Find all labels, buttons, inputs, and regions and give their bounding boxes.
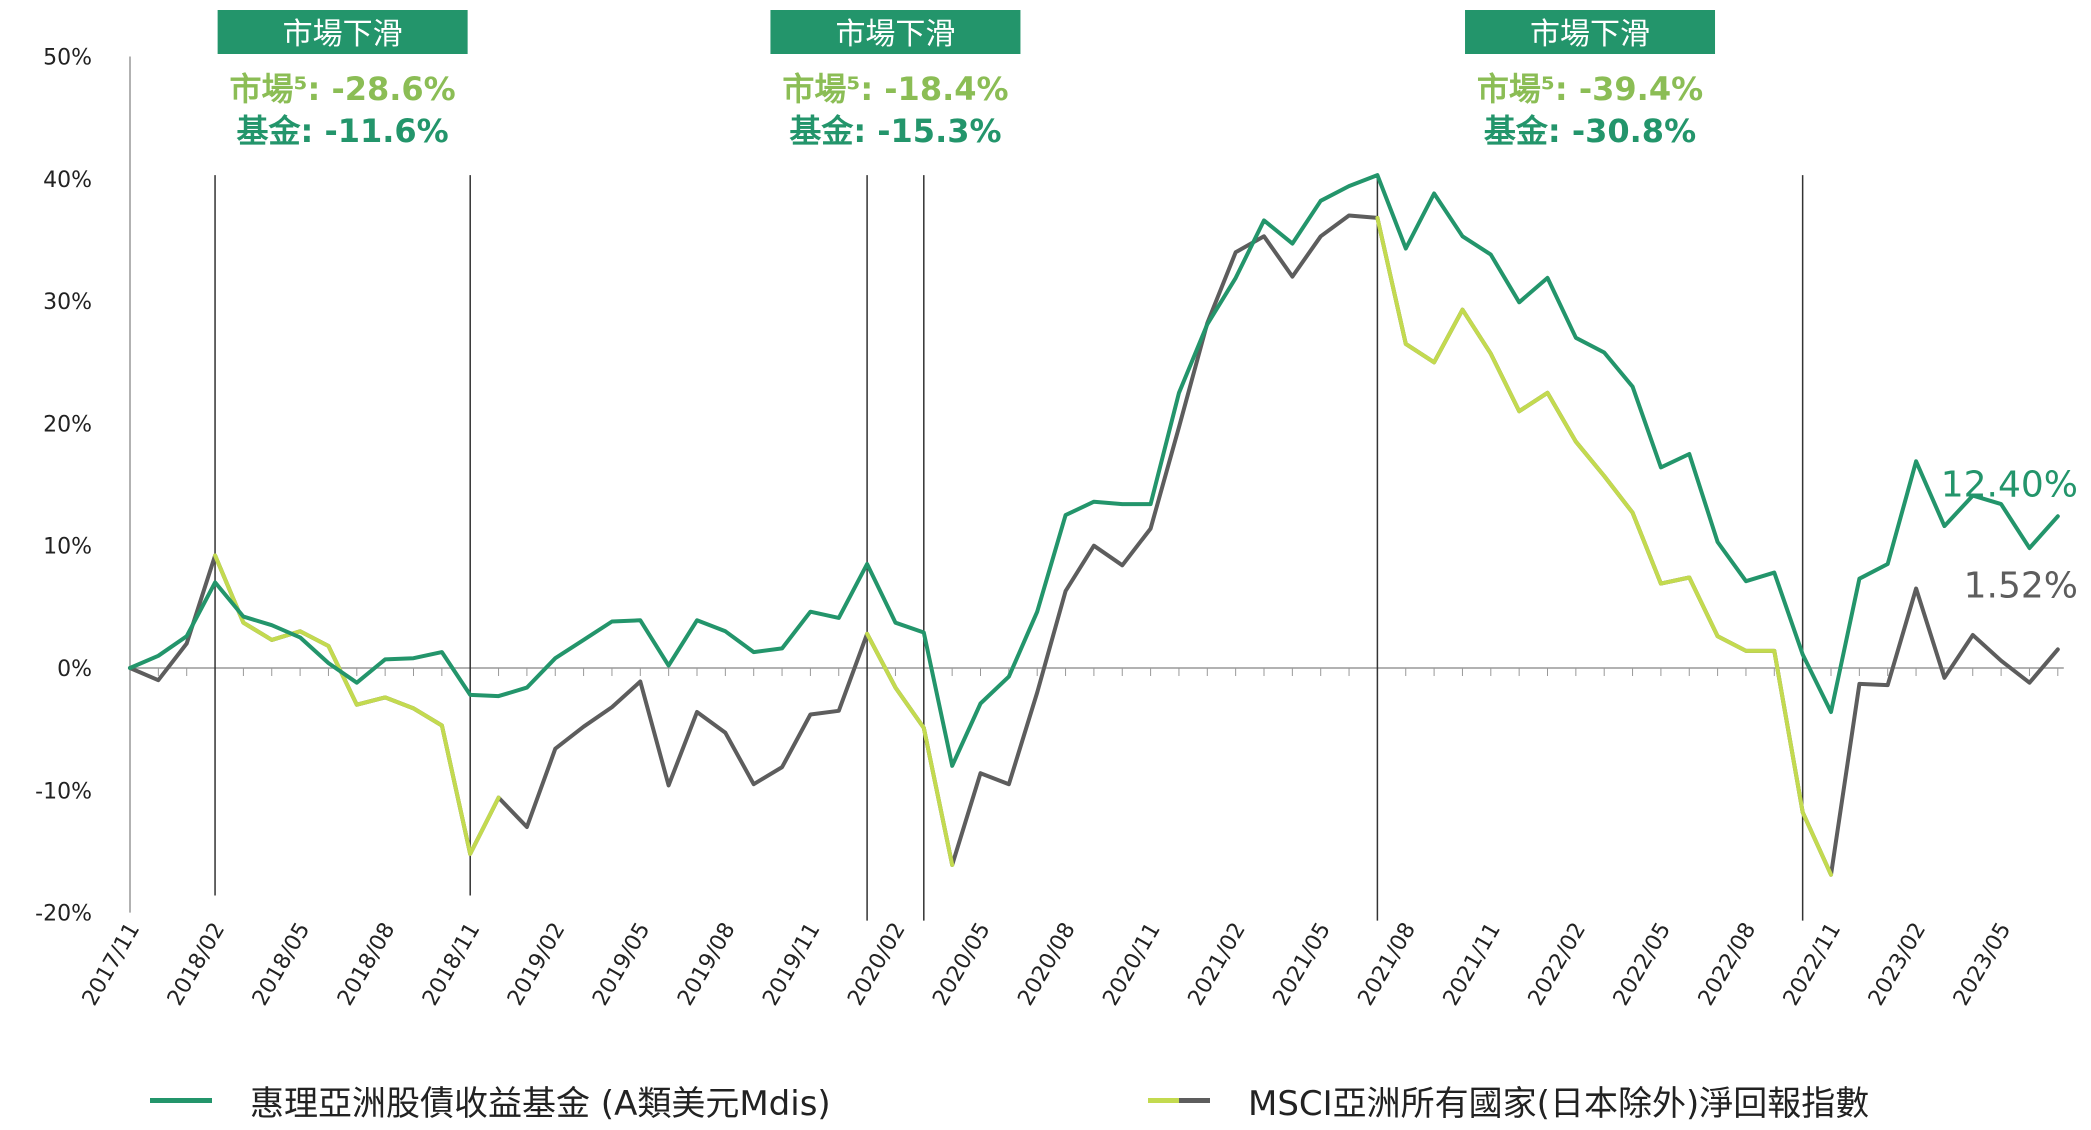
drawdown-title-box: [770, 10, 1021, 54]
drawdown-market-return: 市場⁵: -39.4%: [1477, 70, 1703, 108]
drawdown-title: 市場下滑: [835, 17, 955, 52]
series-line-index: [865, 631, 955, 867]
x-tick-label: 2022/11: [1779, 919, 1846, 1011]
x-tick-label: 2019/02: [503, 919, 570, 1011]
series-line-index: [213, 553, 501, 856]
y-tick-label: 20%: [43, 412, 92, 437]
drawdown-fund-return: 基金: -11.6%: [237, 112, 449, 150]
legend-label-index: MSCI亞洲所有國家(日本除外)淨回報指數: [1248, 1083, 1870, 1124]
drawdown-line-chart: 50% 40% 30% 20% 10% 0% -10% -20%2017/11 2018/02 2…: [35, 10, 2078, 1011]
x-tick-label: 2022/02: [1524, 919, 1591, 1011]
x-tick-label: 2020/08: [1013, 919, 1080, 1011]
legend-swatch-index: [1148, 1097, 1210, 1103]
x-tick-label: 2019/05: [588, 919, 655, 1011]
y-tick-label: -10%: [35, 779, 92, 804]
x-tick-label: 2021/08: [1354, 919, 1421, 1011]
drawdown-market-return: 市場⁵: -28.6%: [229, 70, 455, 108]
x-tick-label: 2018/08: [333, 919, 400, 1011]
legend-item-fund: 惠理亞洲股債收益基金 (A類美元Mdis): [150, 1075, 831, 1125]
end-label-fund: 12.40%: [1941, 464, 2078, 505]
drawdown-title-box: [1465, 10, 1716, 54]
y-tick-label: -20%: [35, 902, 92, 927]
drawdown-market-return: 市場⁵: -18.4%: [782, 70, 1008, 108]
legend-item-index: MSCI亞洲所有國家(日本除外)淨回報指數: [1148, 1075, 1869, 1125]
x-tick-label: 2018/02: [163, 919, 230, 1011]
y-tick-label: 10%: [43, 535, 92, 560]
x-tick-label: 2021/02: [1183, 919, 1250, 1011]
legend-swatch-fund: [150, 1097, 212, 1103]
y-tick-label: 50%: [43, 46, 92, 71]
x-tick-label: 2020/11: [1098, 919, 1165, 1011]
x-tick-label: 2018/05: [248, 919, 315, 1011]
series-line-index: [1375, 215, 1833, 877]
drawdown-title-box: [217, 10, 468, 54]
x-tick-label: 2023/05: [1949, 919, 2016, 1011]
x-tick-label: 2020/05: [928, 919, 995, 1011]
x-tick-label: 2020/02: [843, 919, 910, 1011]
series-line-fund: [128, 173, 2060, 768]
x-tick-label: 2022/08: [1694, 919, 1761, 1011]
x-tick-label: 2022/05: [1609, 919, 1676, 1011]
x-tick-label: 2018/11: [418, 919, 485, 1011]
drawdown-fund-return: 基金: -30.8%: [1484, 112, 1696, 150]
drawdown-fund-return: 基金: -15.3%: [789, 112, 1001, 150]
y-tick-label: 40%: [43, 168, 92, 193]
y-tick-label: 30%: [43, 290, 92, 315]
end-label-index: 1.52%: [1964, 565, 2078, 606]
drawdown-title: 市場下滑: [1530, 17, 1650, 52]
x-tick-label: 2017/11: [78, 919, 145, 1011]
x-tick-label: 2021/11: [1439, 919, 1506, 1011]
x-tick-label: 2019/08: [673, 919, 740, 1011]
legend-label-fund: 惠理亞洲股債收益基金 (A類美元Mdis): [250, 1083, 831, 1124]
x-tick-label: 2021/05: [1269, 919, 1336, 1011]
y-tick-label: 0%: [57, 657, 92, 682]
x-tick-label: 2019/11: [758, 919, 825, 1011]
series-line-index-context: [128, 213, 2060, 877]
x-tick-label: 2023/02: [1864, 919, 1931, 1011]
drawdown-title: 市場下滑: [283, 17, 403, 52]
